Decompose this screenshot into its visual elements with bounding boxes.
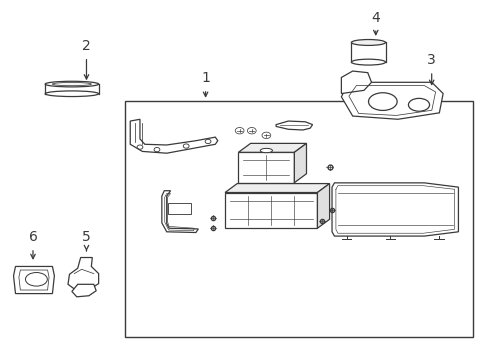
Polygon shape	[341, 82, 442, 119]
Bar	[167, 203, 191, 214]
Polygon shape	[341, 71, 371, 94]
Bar	[224, 193, 317, 228]
Text: 3: 3	[427, 54, 435, 67]
Polygon shape	[331, 183, 458, 236]
Polygon shape	[224, 184, 329, 193]
Ellipse shape	[407, 98, 428, 111]
Polygon shape	[130, 119, 217, 153]
Text: 2: 2	[82, 39, 91, 53]
Ellipse shape	[368, 93, 396, 111]
Text: 1: 1	[201, 71, 210, 85]
Polygon shape	[162, 191, 198, 233]
Polygon shape	[14, 266, 54, 294]
Ellipse shape	[25, 273, 47, 286]
Polygon shape	[68, 257, 99, 291]
Polygon shape	[294, 143, 306, 183]
Bar	[125, 102, 472, 337]
Text: 5: 5	[82, 230, 91, 244]
Polygon shape	[72, 284, 96, 297]
Text: 6: 6	[28, 230, 38, 244]
Polygon shape	[238, 143, 306, 152]
Ellipse shape	[351, 40, 385, 45]
Bar	[238, 152, 294, 183]
Polygon shape	[317, 184, 329, 228]
Polygon shape	[276, 121, 312, 130]
Ellipse shape	[260, 148, 272, 153]
Text: 4: 4	[371, 10, 379, 24]
Ellipse shape	[351, 59, 385, 65]
Polygon shape	[19, 270, 49, 290]
Ellipse shape	[45, 81, 99, 87]
Ellipse shape	[45, 91, 99, 96]
